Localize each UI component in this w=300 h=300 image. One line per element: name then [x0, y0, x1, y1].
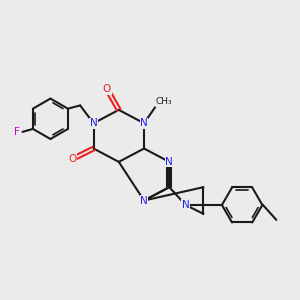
Text: N: N — [140, 118, 148, 128]
Text: N: N — [182, 200, 190, 210]
Text: N: N — [140, 196, 148, 206]
Text: O: O — [69, 154, 77, 164]
Text: CH₃: CH₃ — [156, 97, 172, 106]
Text: N: N — [90, 118, 98, 128]
Text: N: N — [165, 157, 173, 167]
Text: F: F — [14, 127, 20, 137]
Text: O: O — [103, 84, 111, 94]
